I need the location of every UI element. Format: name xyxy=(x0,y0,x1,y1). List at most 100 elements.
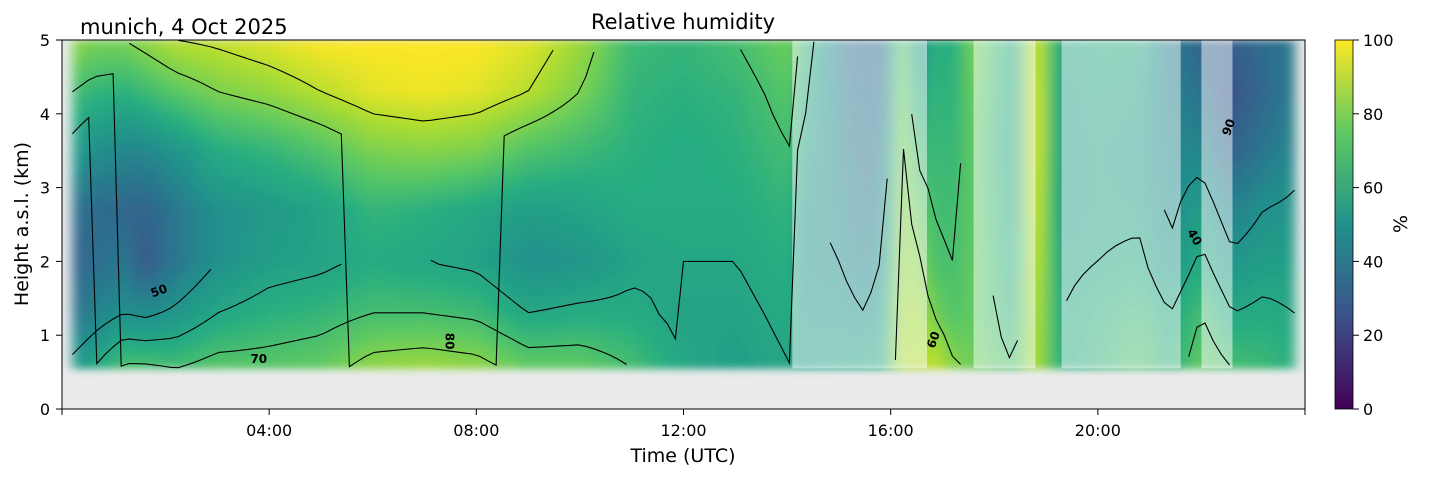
heatmap-cell xyxy=(724,186,733,196)
heatmap-cell xyxy=(382,240,391,251)
heatmap-cell xyxy=(406,341,416,351)
heatmap-cell xyxy=(300,140,310,150)
heatmap-cell xyxy=(1196,149,1206,160)
heatmap-cell xyxy=(545,204,554,214)
heatmap-cell xyxy=(960,140,970,150)
heatmap-cell xyxy=(691,67,701,78)
heatmap-cell xyxy=(162,131,171,141)
heatmap-cell xyxy=(593,122,603,132)
heatmap-cell xyxy=(1188,341,1198,351)
heatmap-cell xyxy=(642,359,652,369)
heatmap-cell xyxy=(773,49,782,59)
heatmap-cell xyxy=(145,195,155,205)
heatmap-cell xyxy=(202,213,212,223)
heatmap-cell xyxy=(267,49,277,59)
heatmap-cell xyxy=(463,258,473,269)
heatmap-cell xyxy=(512,122,522,132)
heatmap-cell xyxy=(650,103,660,114)
heatmap-cell xyxy=(398,295,407,306)
heatmap-cell xyxy=(341,58,350,68)
heatmap-cell xyxy=(626,85,636,96)
heatmap-cell xyxy=(398,304,407,315)
heatmap-cell xyxy=(439,49,448,59)
heatmap-cell xyxy=(561,58,570,68)
heatmap-cell xyxy=(308,103,318,114)
heatmap-cell xyxy=(716,113,725,123)
heatmap-cell xyxy=(667,322,676,333)
heatmap-cell xyxy=(105,85,114,96)
heatmap-cell xyxy=(219,277,228,287)
heatmap-cell xyxy=(113,85,122,96)
heatmap-cell xyxy=(1196,213,1206,223)
heatmap-cell xyxy=(194,103,204,114)
heatmap-cell xyxy=(944,213,953,223)
heatmap-cell xyxy=(928,222,937,233)
heatmap-cell xyxy=(1050,103,1059,114)
heatmap-cell xyxy=(773,359,782,369)
heatmap-cell xyxy=(88,331,98,342)
heatmap-cell xyxy=(422,67,432,78)
heatmap-cell xyxy=(333,49,342,59)
heatmap-cell xyxy=(593,67,603,78)
heatmap-cell xyxy=(219,103,228,114)
heatmap-cell xyxy=(724,103,733,114)
heatmap-cell xyxy=(528,277,538,287)
heatmap-cell xyxy=(634,122,644,132)
heatmap-cell xyxy=(276,58,285,68)
heatmap-cell xyxy=(683,122,693,132)
heatmap-cell xyxy=(1196,131,1206,141)
heatmap-cell xyxy=(707,58,717,68)
heatmap-cell xyxy=(471,67,481,78)
heatmap-cell xyxy=(382,186,391,196)
heatmap-cell xyxy=(773,231,782,242)
heatmap-cell xyxy=(80,76,90,87)
heatmap-cell xyxy=(276,331,285,342)
heatmap-cell xyxy=(773,204,782,214)
heatmap-cell xyxy=(610,186,619,196)
heatmap-cell xyxy=(561,304,570,315)
heatmap-cell xyxy=(683,158,693,169)
heatmap-cell xyxy=(667,186,676,196)
heatmap-cell xyxy=(944,249,953,260)
heatmap-cell xyxy=(642,49,652,59)
heatmap-cell xyxy=(235,258,244,269)
heatmap-cell xyxy=(667,94,676,105)
heatmap-cell xyxy=(1042,286,1051,296)
heatmap-cell xyxy=(765,149,774,160)
heatmap-cell xyxy=(390,186,399,196)
heatmap-cell xyxy=(773,350,782,360)
heatmap-cell xyxy=(390,176,399,187)
heatmap-cell xyxy=(626,304,636,315)
heatmap-cell xyxy=(365,122,375,132)
heatmap-cell xyxy=(1180,295,1190,306)
heatmap-cell xyxy=(1188,103,1198,114)
heatmap-cell xyxy=(422,167,432,178)
heatmap-cell xyxy=(773,85,782,96)
heatmap-cell xyxy=(773,195,782,205)
heatmap-cell xyxy=(740,131,750,141)
heatmap-cell xyxy=(333,341,342,351)
heatmap-cell xyxy=(569,341,579,351)
heatmap-cell xyxy=(952,122,962,132)
heatmap-cell xyxy=(691,40,701,50)
heatmap-cell xyxy=(72,240,82,251)
heatmap-cell xyxy=(422,240,432,251)
heatmap-cell xyxy=(642,213,652,223)
heatmap-cell xyxy=(96,122,106,132)
heatmap-cell xyxy=(178,222,187,233)
heatmap-cell xyxy=(88,76,98,87)
heatmap-cell xyxy=(496,195,505,205)
heatmap-cell xyxy=(202,359,212,369)
heatmap-cell xyxy=(276,222,285,233)
heatmap-cell xyxy=(577,313,587,324)
heatmap-cell xyxy=(471,204,481,214)
heatmap-cell xyxy=(308,258,318,269)
heatmap-cell xyxy=(553,58,562,68)
heatmap-cell xyxy=(650,58,660,68)
heatmap-cell xyxy=(414,213,424,223)
heatmap-cell xyxy=(683,103,693,114)
heatmap-cell xyxy=(422,222,432,233)
heatmap-cell xyxy=(72,231,82,242)
heatmap-cell xyxy=(365,313,375,324)
heatmap-cell xyxy=(1042,176,1051,187)
